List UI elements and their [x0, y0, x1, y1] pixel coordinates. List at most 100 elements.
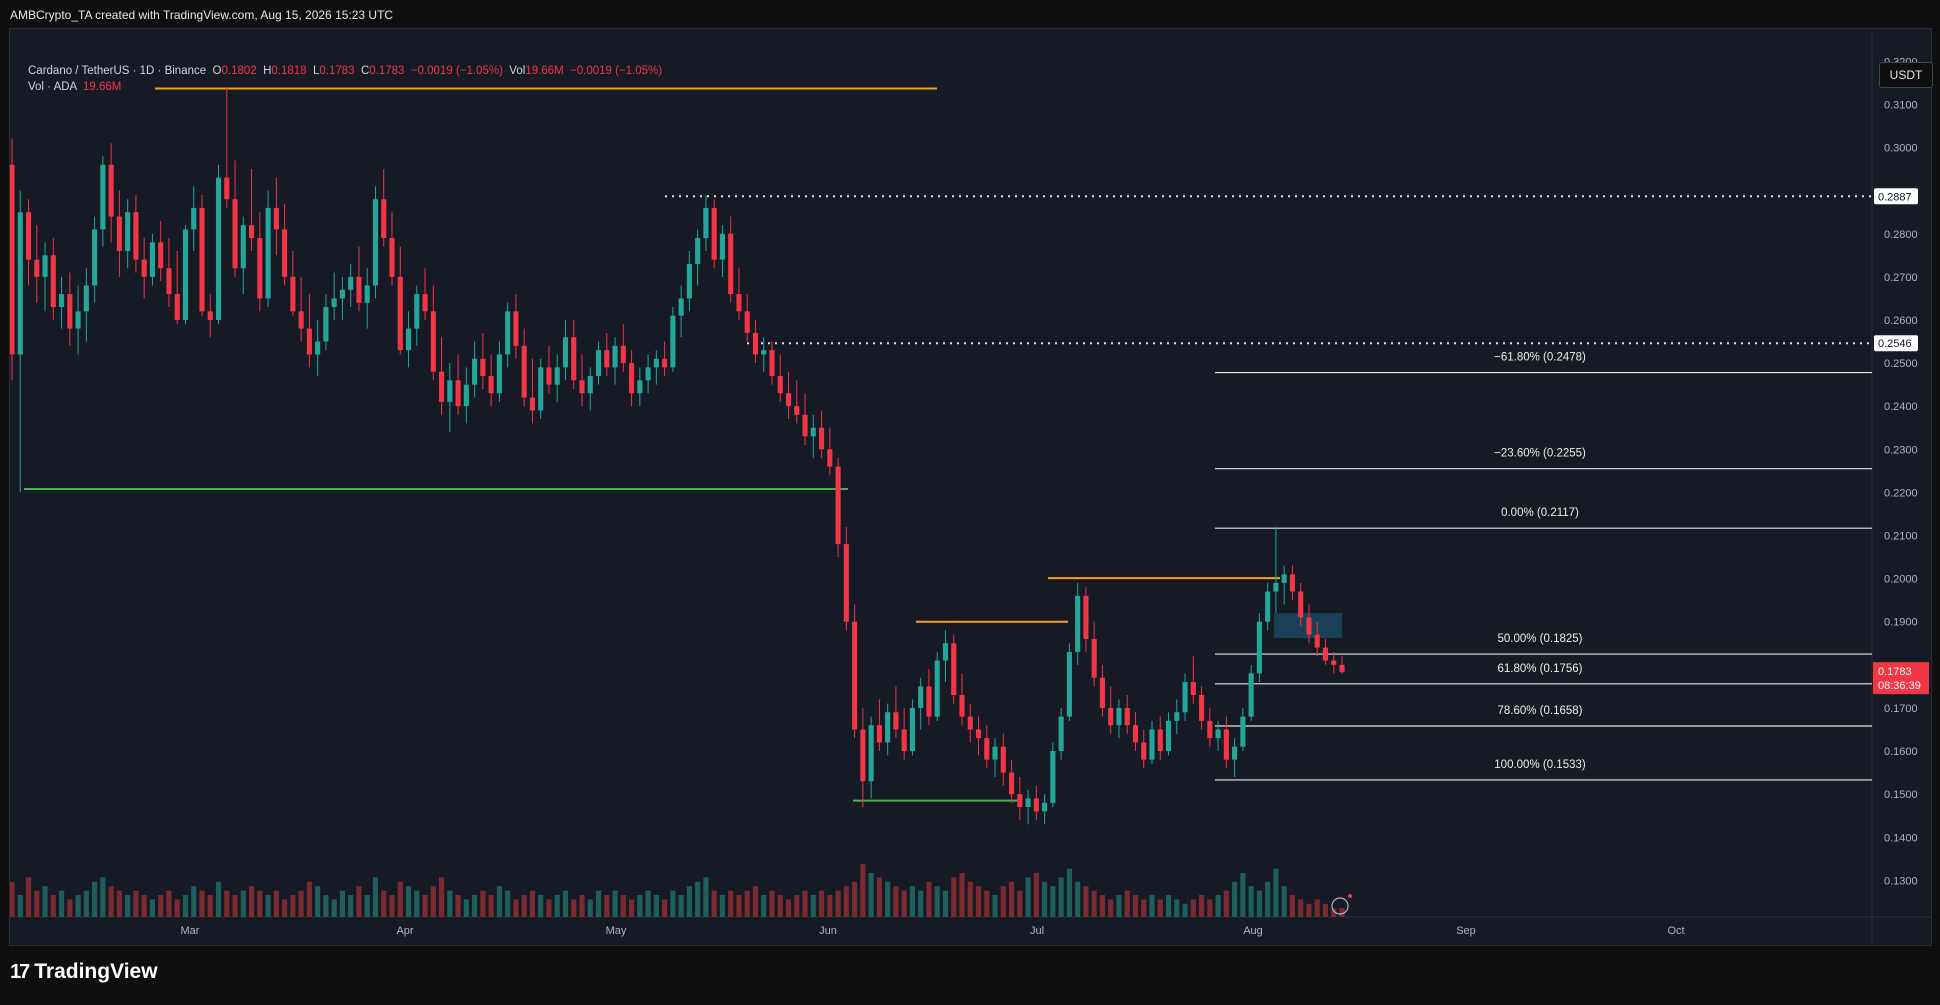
volume-bar: [1314, 899, 1320, 917]
volume-bar: [306, 881, 312, 917]
candle-body: [554, 367, 560, 385]
candle-body: [92, 229, 98, 286]
candle-body: [1017, 794, 1023, 808]
candle-body: [686, 263, 692, 299]
volume-bar: [315, 886, 321, 917]
candle-body: [562, 337, 569, 368]
x-tick-label: Jul: [1030, 925, 1044, 937]
price-chart[interactable]: 0.32000.31000.30000.28000.27000.26000.25…: [10, 29, 1931, 945]
volume-bar: [290, 895, 296, 917]
candle-body: [843, 544, 849, 622]
x-tick-label: Aug: [1243, 925, 1263, 937]
candle-body: [918, 686, 924, 708]
volume-bar: [1149, 895, 1155, 917]
candle-body: [224, 177, 230, 200]
volume-bar: [785, 899, 792, 917]
candle-body: [975, 729, 982, 739]
candle-body: [455, 380, 461, 407]
y-tick-label: 0.1500: [1884, 789, 1918, 801]
candle-body: [1050, 751, 1056, 803]
candle-body: [620, 345, 626, 364]
volume-bar: [133, 890, 139, 917]
candle-body: [984, 738, 990, 760]
candle-body: [835, 466, 841, 545]
candle-body: [901, 729, 907, 752]
volume-bar: [505, 890, 511, 917]
candle-body: [1099, 677, 1105, 708]
volume-bar: [463, 899, 469, 917]
candle-body: [1009, 772, 1015, 795]
chart-panel[interactable]: 0.32000.31000.30000.28000.27000.26000.25…: [9, 28, 1933, 946]
candle-body: [1124, 707, 1130, 726]
candle-body: [1108, 707, 1114, 726]
volume-bar: [273, 890, 279, 917]
volume-bar: [1083, 886, 1089, 917]
volume-bar: [50, 895, 56, 917]
candle-body: [149, 242, 155, 277]
volume-bar: [1265, 881, 1271, 917]
volume-bar: [827, 895, 833, 917]
volume-bar: [149, 899, 155, 917]
candle-body: [257, 238, 263, 299]
volume-bar: [893, 886, 899, 917]
price-tag: [1874, 335, 1918, 352]
volume-bar: [769, 890, 775, 917]
volume-bar: [1322, 903, 1329, 917]
volume-bar: [414, 890, 420, 917]
volume-bar: [199, 890, 205, 917]
volume-bar: [860, 864, 866, 917]
volume-indicator-label[interactable]: Vol · ADA: [28, 81, 77, 93]
x-tick-label: Oct: [1667, 925, 1684, 937]
volume-bar: [835, 890, 841, 917]
volume-bar: [100, 877, 106, 917]
volume-bar: [975, 886, 982, 917]
candle-body: [744, 311, 750, 333]
volume-bar: [59, 890, 65, 917]
candle-body: [1265, 591, 1271, 622]
volume-bar: [1232, 881, 1238, 917]
volume-bar: [529, 890, 535, 917]
volume-bar: [10, 881, 15, 917]
symbol-name[interactable]: Cardano / TetherUS · 1D · Binance: [28, 65, 207, 77]
volume-bar: [480, 890, 486, 917]
currency-button[interactable]: USDT: [1879, 62, 1933, 88]
vol-value: 19.66M: [525, 65, 564, 77]
volume-bar: [1017, 890, 1023, 917]
candle-body: [100, 164, 106, 230]
candle-body: [992, 746, 998, 760]
candle-body: [1042, 802, 1048, 812]
fib-level-label: 61.80% (0.1756): [1497, 663, 1582, 675]
candle-body: [1215, 729, 1221, 739]
volume-bar: [496, 886, 502, 917]
candle-body: [1157, 729, 1163, 752]
candle-body: [637, 380, 643, 394]
y-tick-label: 0.3100: [1884, 99, 1918, 111]
volume-bar: [323, 895, 329, 917]
fib-level-label: 0.00% (0.2117): [1501, 507, 1579, 519]
candle-body: [42, 255, 48, 277]
candle-body: [513, 311, 519, 346]
volume-bar: [1298, 899, 1304, 917]
candle-body: [75, 311, 81, 329]
volume-bar: [653, 895, 659, 917]
volume-bar: [1066, 868, 1072, 917]
ohlc-row: Cardano / TetherUS · 1D · Binance O0.180…: [28, 65, 663, 77]
candle-body: [579, 380, 585, 394]
tradingview-logo[interactable]: 17 TradingView: [10, 960, 158, 984]
candle-body: [174, 294, 180, 320]
candle-body: [794, 406, 800, 415]
chart-caption: AMBCrypto_TA created with TradingView.co…: [10, 8, 394, 22]
volume-bar: [1174, 899, 1180, 917]
volume-bar: [1306, 903, 1312, 917]
candle-body: [1331, 660, 1337, 665]
candle-body: [25, 212, 32, 260]
candle-body: [612, 345, 618, 368]
volume-bar: [1050, 886, 1056, 917]
candle-body: [282, 229, 288, 277]
volume-bar: [298, 890, 304, 917]
candle-body: [645, 367, 651, 381]
bar-countdown-label: 08:36:39: [1878, 680, 1921, 692]
replay-alert-dot: [1348, 894, 1352, 898]
y-tick-label: 0.2800: [1884, 229, 1918, 241]
current-price-tag: [1873, 662, 1929, 695]
